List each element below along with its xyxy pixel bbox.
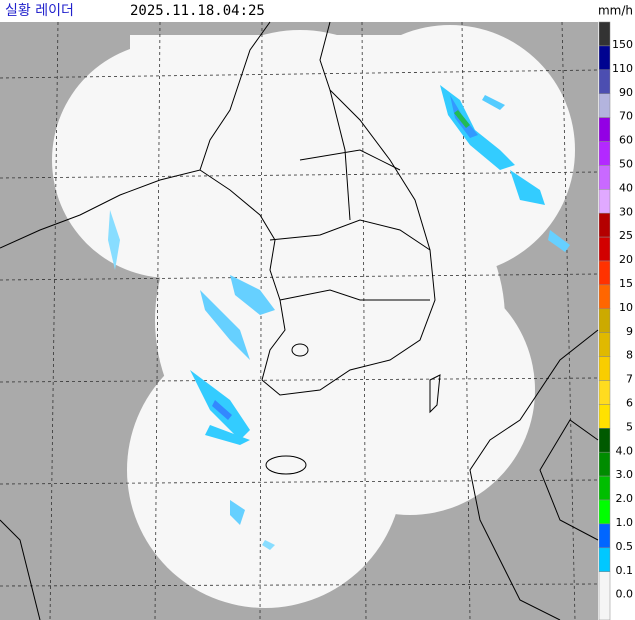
legend-label: 5 <box>626 420 633 433</box>
legend-swatch <box>598 260 611 286</box>
legend: 150 110 90 70 60 50 40 30 25 20 15 10 9 8 7 6 5 4.0 3.0 2.0… <box>598 21 634 620</box>
legend-swatch <box>598 212 611 238</box>
legend-swatch <box>598 404 611 429</box>
legend-label: 10 <box>619 301 633 314</box>
legend-label: 9 <box>626 325 633 338</box>
legend-swatch <box>598 189 611 214</box>
legend-label: 30 <box>619 205 633 218</box>
unit-label: mm/h <box>598 4 633 18</box>
legend-swatch <box>598 332 611 357</box>
legend-label: 6 <box>626 397 633 410</box>
legend-swatch <box>598 236 611 262</box>
legend-label: 20 <box>619 253 633 266</box>
legend-swatch <box>598 45 611 71</box>
legend-label: 2.0 <box>616 492 634 505</box>
legend-swatch <box>598 523 611 549</box>
legend-swatch <box>598 21 611 47</box>
map <box>0 21 599 620</box>
legend-swatch <box>598 547 611 572</box>
legend-label: 1.0 <box>616 516 634 529</box>
radar-coverage <box>52 25 575 608</box>
coastline <box>0 21 599 620</box>
legend-swatch <box>598 380 611 405</box>
legend-swatch <box>598 117 611 142</box>
legend-label: 7 <box>626 373 633 386</box>
legend-label: 50 <box>619 158 633 171</box>
legend-label: 0.5 <box>616 540 634 553</box>
legend-label: 70 <box>619 110 633 123</box>
legend-label: 0.0 <box>616 588 634 601</box>
timestamp: 2025.11.18.04:25 <box>130 3 265 19</box>
legend-swatch <box>598 499 611 525</box>
radar-echoes <box>108 85 570 550</box>
legend-label: 90 <box>619 86 633 99</box>
legend-label: 0.1 <box>616 564 634 577</box>
legend-label: 40 <box>619 181 633 194</box>
legend-label: 110 <box>612 62 633 75</box>
legend-label: 150 <box>612 38 633 51</box>
legend-swatch <box>598 571 611 620</box>
legend-swatch <box>598 356 611 381</box>
legend-swatch <box>598 284 611 310</box>
legend-swatch <box>598 428 611 453</box>
legend-label: 60 <box>619 134 633 147</box>
legend-swatch <box>598 93 611 118</box>
legend-label: 3.0 <box>616 468 634 481</box>
page-title: 실황 레이더 <box>5 3 74 19</box>
legend-label: 25 <box>619 229 633 242</box>
legend-swatch <box>598 141 611 166</box>
legend-swatch <box>598 308 611 333</box>
legend-swatch <box>598 69 611 94</box>
legend-swatch <box>598 475 611 501</box>
legend-label: 15 <box>619 277 633 290</box>
legend-label: 8 <box>626 349 633 362</box>
legend-swatch <box>598 451 611 477</box>
legend-label: 4.0 <box>616 444 634 457</box>
legend-swatch <box>598 165 611 190</box>
